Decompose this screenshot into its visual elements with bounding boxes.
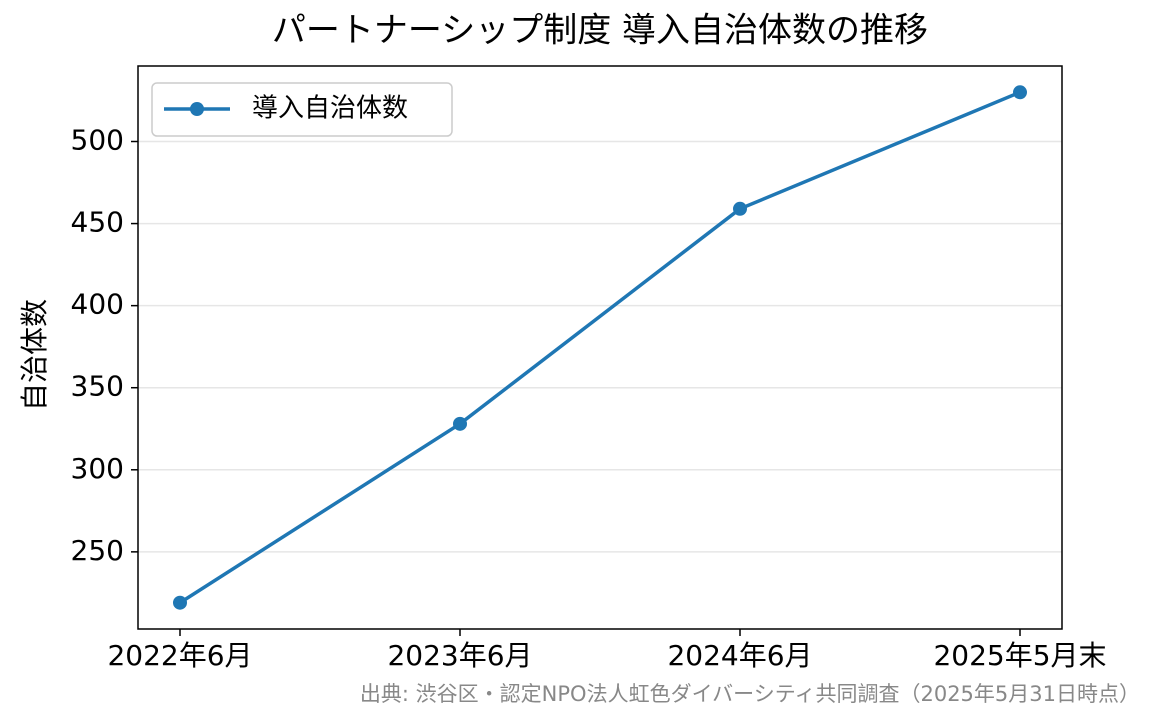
data-point <box>733 201 747 216</box>
data-point <box>453 416 467 431</box>
y-tick-label: 500 <box>71 124 124 157</box>
x-tick-label: 2023年6月 <box>387 639 532 672</box>
data-line <box>179 90 1021 605</box>
data-point <box>1013 85 1027 100</box>
y-axis-label: 自治体数 <box>18 299 51 411</box>
data-point <box>173 595 187 610</box>
y-tick-label: 350 <box>71 370 124 403</box>
y-tick-label: 400 <box>71 288 124 321</box>
chart-title: パートナーシップ制度 導入自治体数の推移 <box>272 11 928 51</box>
x-tick-label: 2022年6月 <box>107 639 252 672</box>
source-note: 出典: 渋谷区・認定NPO法人虹色ダイバーシティ共同調査（2025年5月31日時… <box>360 682 1140 706</box>
legend-marker <box>190 102 204 116</box>
y-tick-label: 300 <box>71 452 124 485</box>
x-tick-label: 2025年5月末 <box>933 639 1106 672</box>
legend-box <box>151 82 453 137</box>
x-tick-label: 2024年6月 <box>667 639 812 672</box>
plot-frame <box>137 65 1063 630</box>
legend-label: 導入自治体数 <box>252 94 408 124</box>
y-tick-label: 450 <box>71 206 124 239</box>
y-tick-label: 250 <box>71 534 124 567</box>
